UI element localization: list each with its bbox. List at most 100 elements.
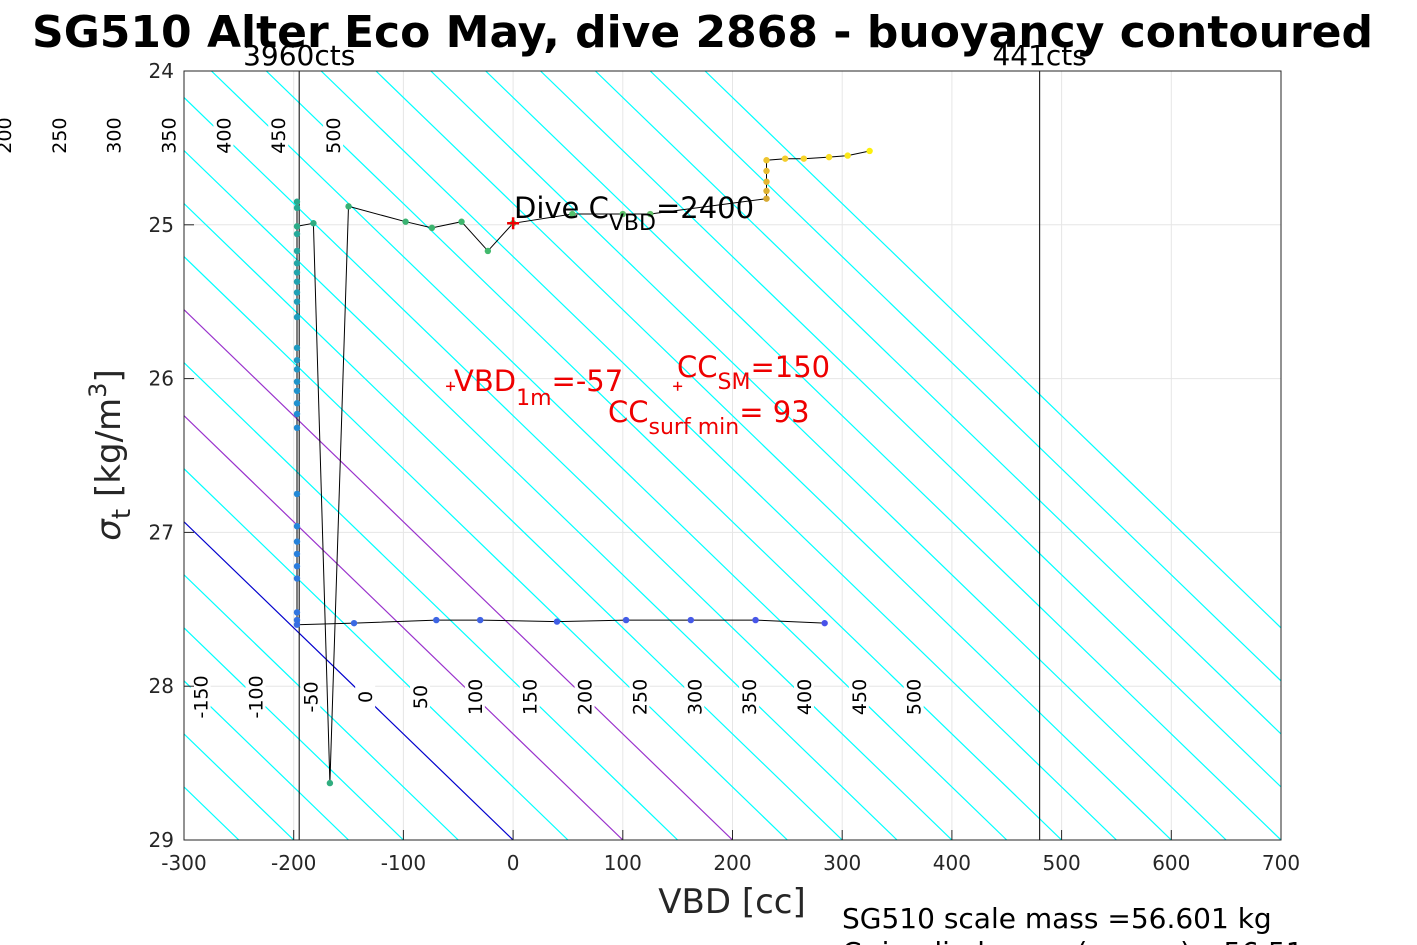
cc-surf-value: = 93 (739, 395, 809, 429)
dive-track-point (687, 616, 695, 624)
contour-label-300: 300 (104, 117, 126, 153)
y-tick-label: 29 (149, 828, 174, 852)
contour-line--400 (0, 71, 74, 840)
dive-track-point (433, 616, 440, 624)
contour-label-bg (519, 672, 540, 721)
dive-track-point (293, 278, 301, 285)
dive-track-point (647, 210, 654, 218)
dive-track-point (345, 203, 352, 210)
implied-mass-rest: implied mass (sensor) =56.51 (882, 936, 1304, 945)
contour-label--100: -100 (245, 675, 267, 718)
dive-track-point (763, 167, 770, 175)
dive-track-point (763, 157, 770, 164)
dive-track-point (293, 400, 301, 407)
contour-label-400: 400 (794, 679, 816, 715)
contour-line-700 (485, 71, 1281, 840)
dive-cvbd-value: =2400 (656, 191, 754, 225)
contour-label-450: 450 (268, 117, 290, 153)
contour-label-350: 350 (159, 117, 181, 153)
x-tick-label: 100 (604, 851, 642, 875)
dive-track-point (293, 247, 301, 255)
contour-line-200 (184, 308, 733, 840)
vbd-limit-label: 3960cts (243, 39, 355, 72)
dive-track-point (569, 210, 576, 218)
contour-line-450 (211, 71, 1008, 840)
contour-label-500: 500 (323, 117, 345, 153)
vbd-1m-sub: 1m (516, 386, 551, 411)
y-tick-label: 26 (149, 367, 174, 391)
dive-track-point (866, 147, 873, 155)
contour-label-bg (464, 672, 485, 721)
chart-title: SG510 Alter Eco May, dive 2868 - buoyanc… (32, 7, 1373, 58)
dive-track-point (293, 387, 301, 395)
contour-label-bg (300, 672, 321, 721)
contour-label-250: 250 (49, 117, 71, 153)
dive-track-point (293, 313, 301, 321)
dive-track-point (458, 218, 465, 225)
contour-label-bg (48, 111, 69, 160)
dive-track-point (293, 575, 301, 582)
contour-label-bg (268, 111, 289, 160)
contour-label-250: 250 (629, 679, 651, 715)
dive-track-point (326, 779, 334, 787)
contour-line--100 (184, 627, 404, 840)
contour-label-bg (323, 111, 344, 160)
dive-track-point (821, 619, 828, 627)
contour-label-bg (0, 111, 14, 160)
vbd-1m-annotation: VBD1m=-57 (454, 364, 623, 411)
dive-track-point (293, 616, 301, 624)
cc-surf-annotation: CCsurf min= 93 (608, 395, 810, 440)
dive-track-point (553, 618, 561, 625)
dive-track-point (293, 204, 301, 212)
y-axis-label: σt [kg/m3] (84, 369, 137, 540)
contour-line-250 (184, 255, 788, 840)
axis-ticks: -300 -200 -100 0 100 200 300 400 500 600 700242526… (149, 59, 1301, 875)
dive-track-point (763, 187, 770, 195)
contour-line-650 (430, 71, 1227, 840)
dive-track-point (293, 538, 301, 545)
contour-labels: -350-300-250-200-150-150-100-100-50-5000… (0, 111, 926, 721)
contour-label-450: 450 (849, 679, 871, 715)
implied-mass-c: C (842, 936, 862, 945)
contour-label-350: 350 (739, 679, 761, 715)
implied-mass-text: Cimplied mass (sensor) =56.51 (842, 936, 1304, 945)
contour-line-400 (184, 96, 953, 840)
dive-track-point (293, 298, 301, 305)
y-tick-label: 24 (149, 59, 174, 83)
contour-label-0: 0 (355, 691, 377, 703)
contour-label-bg (739, 672, 760, 721)
dive-track-point (293, 378, 301, 385)
dive-track-point (428, 224, 436, 232)
contour-label--150: -150 (191, 675, 213, 718)
cc-sm-main: CC (677, 350, 718, 384)
dive-track-point (293, 198, 301, 205)
y-tick-label: 27 (149, 520, 174, 544)
contour-label-bg (903, 672, 924, 721)
y-axis-label-sigma: σ (89, 518, 129, 541)
contour-line-600 (375, 71, 1172, 840)
contour-label-bg (629, 672, 650, 721)
x-tick-label: 500 (1043, 851, 1081, 875)
dive-track (293, 147, 873, 787)
contour-line-50 (184, 467, 569, 840)
dive-cvbd-annotation: Dive CVBD=2400 (514, 191, 754, 236)
contour-line-800 (594, 71, 1281, 735)
dive-track-point (825, 153, 833, 161)
dive-track-point (484, 247, 492, 255)
dive-track-point (800, 155, 808, 162)
vbd-1m-main: VBD (454, 364, 516, 398)
cc-sm-annotation: CCSM=150 (677, 350, 830, 395)
cc-sm-sub: SM (718, 370, 751, 395)
dive-track-point (622, 616, 630, 624)
dive-track-point (293, 344, 301, 352)
y-axis-label-units: [kg/m (89, 398, 129, 497)
dive-track-point (752, 616, 759, 624)
contour-label-bg (103, 111, 124, 160)
contour-label-400: 400 (213, 117, 235, 153)
contour-label--50: -50 (300, 681, 322, 712)
x-tick-label: 700 (1262, 851, 1300, 875)
contour-line--450 (0, 71, 19, 840)
dive-track-point (293, 609, 301, 616)
y-tick-label: 28 (149, 674, 174, 698)
y-axis-label-close: ] (89, 369, 129, 382)
